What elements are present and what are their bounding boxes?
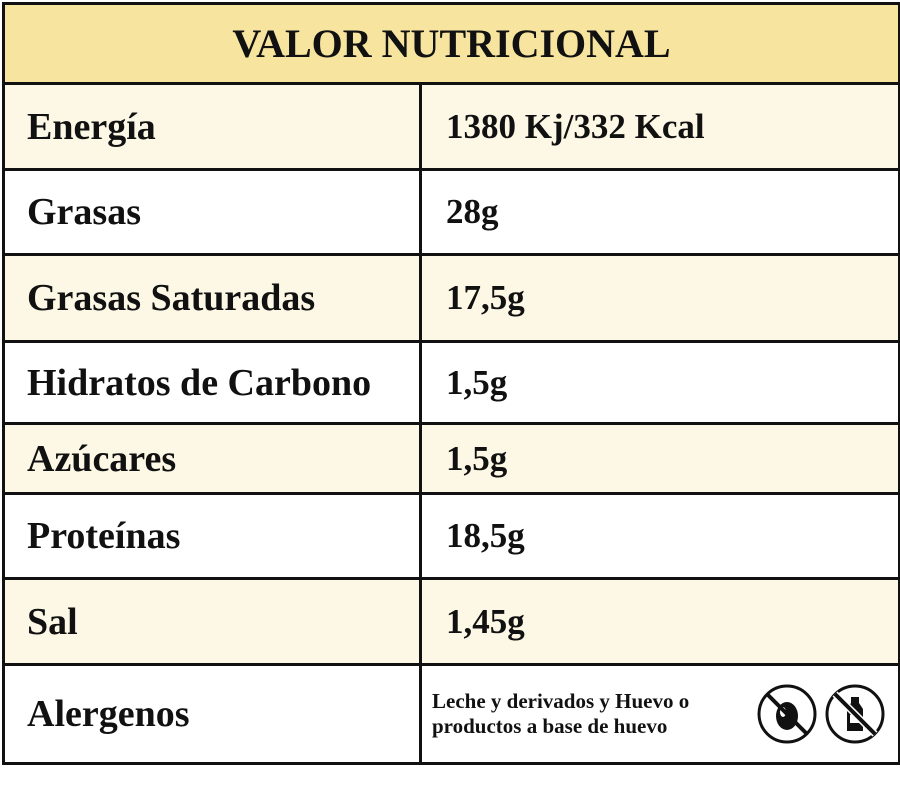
- table-row: Proteínas 18,5g: [5, 495, 898, 580]
- row-value: 1,5g: [446, 438, 508, 478]
- row-label: Energía: [5, 85, 422, 168]
- row-value: 1,5g: [446, 362, 508, 402]
- no-egg-icon: [757, 684, 817, 744]
- no-milk-icon: [825, 684, 885, 744]
- row-label: Alergenos: [5, 666, 422, 762]
- row-value: 18,5g: [446, 516, 525, 555]
- allergen-icons: [756, 683, 886, 745]
- row-label: Proteínas: [5, 495, 422, 577]
- table-title: VALOR NUTRICIONAL: [5, 5, 898, 85]
- allergen-text: Leche y derivados y Huevo o productos a …: [432, 689, 690, 738]
- row-value: 28g: [446, 192, 499, 231]
- row-label: Sal: [5, 580, 422, 663]
- row-label: Grasas: [5, 171, 422, 253]
- table-row: Grasas 28g: [5, 171, 898, 256]
- row-label: Azúcares: [5, 425, 422, 492]
- row-label: Grasas Saturadas: [5, 256, 422, 340]
- row-label: Hidratos de Carbono: [5, 343, 422, 422]
- row-value: Leche y derivados y Huevo o productos a …: [422, 666, 898, 762]
- table-row: Alergenos Leche y derivados y Huevo o pro…: [5, 666, 898, 762]
- nutrition-table: VALOR NUTRICIONAL Energía 1380 Kj/332 Kca…: [2, 2, 900, 765]
- row-value: 1,45g: [446, 601, 525, 641]
- row-value: 17,5g: [446, 278, 525, 317]
- table-row: Sal 1,45g: [5, 580, 898, 666]
- table-row: Azúcares 1,5g: [5, 425, 898, 495]
- table-row: Energía 1380 Kj/332 Kcal: [5, 85, 898, 171]
- table-row: Grasas Saturadas 17,5g: [5, 256, 898, 343]
- row-value: 1380 Kj/332 Kcal: [446, 106, 705, 146]
- table-row: Hidratos de Carbono 1,5g: [5, 343, 898, 425]
